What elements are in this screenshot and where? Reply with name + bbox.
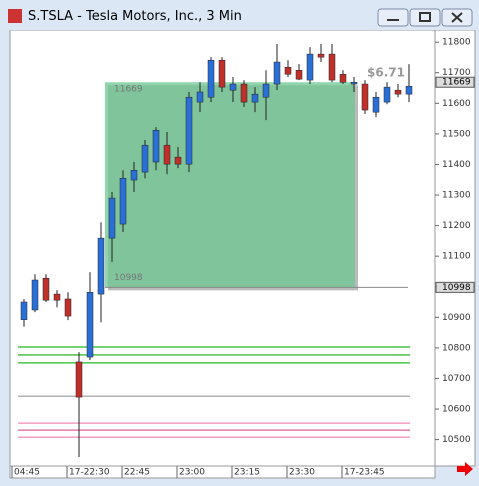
candle-body (350, 81, 358, 85)
y-tick-label: 10800 (442, 343, 471, 353)
candle-body (97, 237, 105, 295)
candle-body (141, 144, 149, 173)
x-tick-label: 17-23:45 (344, 468, 385, 478)
candle-body (361, 83, 369, 111)
candle-body (405, 85, 413, 95)
zone (105, 82, 355, 288)
candle-body (174, 156, 182, 165)
candle-body (64, 298, 72, 317)
price-marker-label: 10998 (442, 283, 471, 293)
candle-body (20, 301, 28, 321)
candle-body (119, 177, 127, 225)
price-axis (434, 30, 476, 467)
time-axis (9, 465, 436, 479)
y-tick-label: 11200 (442, 221, 471, 231)
candle-body (262, 83, 270, 98)
candle-body (75, 361, 83, 398)
app-icon (8, 9, 22, 23)
candle-body (229, 83, 237, 91)
window-title: S.TSLA - Tesla Motors, Inc., 3 Min (28, 9, 242, 24)
candle-body (306, 53, 314, 81)
candle-body (86, 291, 94, 358)
candle-body (251, 93, 259, 103)
chart: 1050010600107001080010900110001110011200… (9, 30, 476, 479)
y-tick-label: 11600 (442, 99, 471, 109)
candle-body (31, 279, 39, 311)
zone-change-label: $6.71 (367, 66, 405, 80)
price-marker (435, 281, 475, 293)
candle-body (383, 86, 391, 103)
candle-body (53, 293, 61, 301)
y-tick-label: 10600 (442, 405, 471, 415)
y-tick-label: 11500 (442, 129, 471, 139)
candle-body (372, 96, 380, 113)
candle-body (328, 53, 336, 81)
x-tick-label: 23:00 (179, 468, 205, 478)
x-tick-label: 23:15 (234, 468, 260, 478)
candle-body (130, 170, 138, 181)
y-tick-label: 10500 (442, 435, 471, 445)
candle-body (185, 96, 193, 165)
x-tick-label: 23:30 (289, 468, 315, 478)
y-tick-label: 11400 (442, 160, 471, 170)
title-bar (8, 8, 473, 27)
y-tick-label: 10900 (442, 313, 471, 323)
candle-body (339, 74, 347, 83)
x-tick-label: 17-22:30 (69, 468, 110, 478)
candle-body (394, 89, 402, 95)
zone-top-label: 11669 (114, 85, 143, 95)
candle-body (284, 66, 292, 75)
candle-body (273, 61, 281, 85)
price-marker (435, 76, 475, 88)
price-marker-label: 11669 (442, 78, 471, 88)
restore-button[interactable] (409, 8, 441, 27)
candle-body (108, 197, 116, 239)
x-tick-label: 22:45 (124, 468, 150, 478)
candle-body (152, 129, 160, 163)
candle-body (317, 53, 325, 58)
scroll-arrow[interactable] (457, 462, 473, 476)
candle-body (218, 59, 226, 88)
y-tick-label: 11300 (442, 191, 471, 201)
minimize-button[interactable] (377, 8, 409, 27)
candle-body (42, 277, 50, 301)
zone-bottom-label: 10998 (114, 273, 143, 283)
y-tick-label: 11100 (442, 252, 471, 262)
candle-body (207, 59, 215, 98)
y-tick-label: 11800 (442, 38, 471, 48)
y-tick-label: 11700 (442, 68, 471, 78)
candle-body (196, 91, 204, 103)
x-tick-label: 04:45 (14, 468, 40, 478)
candle-body (240, 83, 248, 103)
y-tick-label: 10700 (442, 374, 471, 384)
candle-body (163, 144, 171, 165)
candle-body (295, 70, 303, 80)
